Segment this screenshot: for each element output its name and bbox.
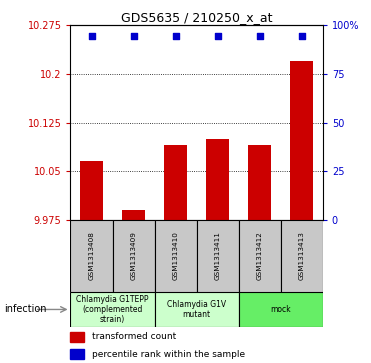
Bar <box>239 220 281 292</box>
Bar <box>70 292 155 327</box>
Point <box>89 33 95 39</box>
Bar <box>70 332 84 342</box>
Bar <box>155 220 197 292</box>
Point <box>299 33 305 39</box>
Title: GDS5635 / 210250_x_at: GDS5635 / 210250_x_at <box>121 11 272 24</box>
Bar <box>155 292 239 327</box>
Bar <box>112 220 155 292</box>
Text: GSM1313410: GSM1313410 <box>173 232 178 280</box>
Text: GSM1313411: GSM1313411 <box>215 232 221 280</box>
Point <box>257 33 263 39</box>
Text: GSM1313408: GSM1313408 <box>89 232 95 280</box>
Text: Chlamydia G1TEPP
(complemented
strain): Chlamydia G1TEPP (complemented strain) <box>76 294 149 325</box>
Text: infection: infection <box>4 304 46 314</box>
Bar <box>281 220 323 292</box>
Bar <box>70 349 84 359</box>
Text: GSM1313412: GSM1313412 <box>257 232 263 280</box>
Bar <box>239 292 323 327</box>
Bar <box>197 220 239 292</box>
Text: mock: mock <box>270 305 291 314</box>
Bar <box>122 210 145 220</box>
Text: percentile rank within the sample: percentile rank within the sample <box>92 350 245 359</box>
Bar <box>290 61 313 220</box>
Point <box>131 33 137 39</box>
Point <box>215 33 221 39</box>
Bar <box>80 161 103 220</box>
Point <box>173 33 178 39</box>
Bar <box>248 145 271 220</box>
Text: GSM1313409: GSM1313409 <box>131 232 137 280</box>
Bar <box>164 145 187 220</box>
Text: Chlamydia G1V
mutant: Chlamydia G1V mutant <box>167 300 226 319</box>
Text: transformed count: transformed count <box>92 333 176 341</box>
Text: GSM1313413: GSM1313413 <box>299 232 305 280</box>
Bar <box>70 220 112 292</box>
Bar <box>206 139 229 220</box>
